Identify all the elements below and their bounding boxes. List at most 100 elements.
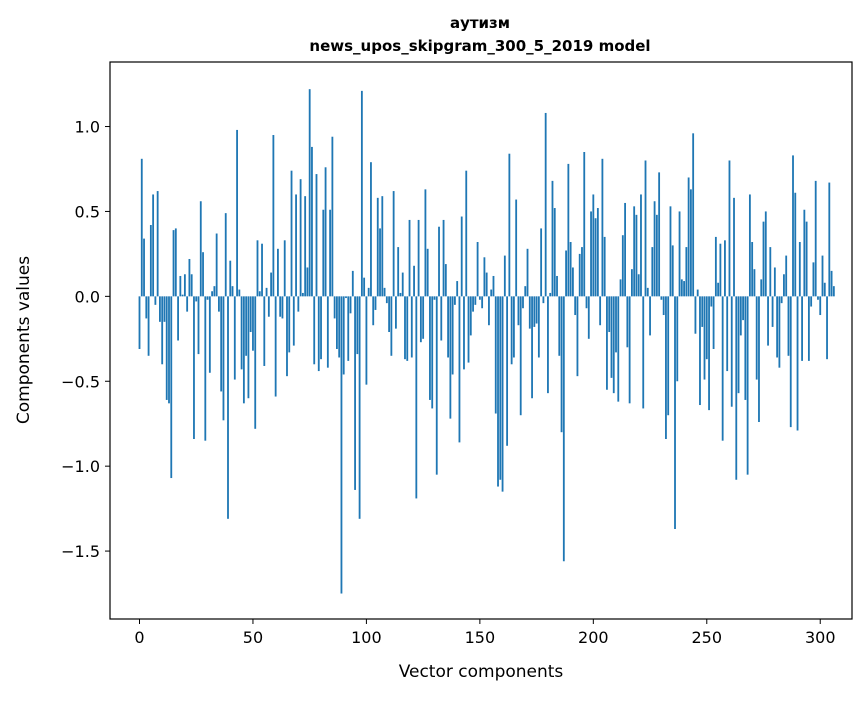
bar-187: [562, 296, 565, 562]
bar-299: [817, 296, 819, 300]
bar-220: [637, 274, 640, 297]
bar-166: [515, 199, 518, 297]
bar-290: [796, 296, 799, 431]
bar-29: [204, 296, 207, 441]
bar-105: [376, 197, 379, 297]
bar-215: [626, 296, 629, 348]
bar-194: [578, 253, 581, 297]
bar-284: [783, 274, 785, 297]
bar-153: [485, 272, 488, 297]
bar-156: [492, 275, 495, 297]
bar-199: [590, 211, 592, 297]
bar-169: [522, 296, 524, 309]
bar-151: [481, 296, 484, 309]
bar-127: [426, 248, 429, 297]
bar-303: [826, 296, 828, 360]
bar-27: [199, 201, 202, 297]
bar-104: [374, 296, 377, 310]
bar-20: [183, 274, 186, 297]
bar-15: [172, 230, 175, 297]
bar-19: [181, 294, 184, 297]
bar-173: [531, 296, 533, 399]
bar-53: [258, 291, 261, 297]
bar-129: [431, 296, 434, 409]
bar-244: [692, 133, 695, 297]
bar-47: [245, 296, 248, 356]
bar-10: [161, 296, 164, 365]
x-axis-label: Vector components: [399, 662, 564, 682]
bar-248: [701, 296, 704, 327]
bar-245: [694, 296, 697, 334]
y-tick-label: 1.0: [75, 118, 100, 137]
bar-89: [340, 296, 343, 594]
bar-292: [801, 296, 803, 361]
bar-189: [567, 163, 570, 297]
bar-94: [351, 270, 354, 297]
bar-228: [655, 214, 658, 297]
bar-226: [651, 247, 654, 297]
bar-51: [254, 296, 257, 429]
bar-66: [288, 296, 291, 353]
bar-6: [152, 194, 155, 297]
y-tick-label: −1.5: [61, 542, 100, 561]
bar-306: [832, 286, 835, 297]
bar-295: [807, 296, 810, 361]
bar-41: [231, 286, 234, 297]
bar-35: [218, 296, 220, 312]
bar-213: [621, 235, 624, 297]
bar-22: [188, 258, 191, 297]
bar-210: [615, 296, 617, 353]
bar-170: [524, 286, 527, 297]
bar-209: [612, 296, 615, 394]
bar-38: [224, 213, 227, 297]
bar-80: [320, 296, 322, 360]
x-tick-label: 200: [578, 628, 609, 647]
bar-63: [281, 296, 284, 319]
bar-55: [263, 296, 266, 366]
bar-208: [610, 296, 613, 378]
bar-264: [737, 296, 740, 394]
bar-190: [569, 242, 572, 297]
bar-40: [229, 260, 232, 297]
bar-109: [385, 296, 388, 304]
bar-238: [678, 211, 681, 297]
y-tick-label: −1.0: [61, 457, 100, 476]
bar-281: [776, 296, 779, 358]
bar-92: [347, 296, 350, 361]
bar-0: [138, 296, 141, 349]
bar-160: [501, 296, 504, 492]
bar-291: [798, 242, 801, 297]
y-tick-label: 0.0: [75, 287, 100, 306]
bar-57: [267, 296, 270, 317]
bar-78: [315, 174, 318, 297]
bar-146: [469, 296, 472, 336]
y-tick-label: 0.5: [75, 202, 100, 221]
bar-49: [249, 296, 252, 333]
bar-64: [283, 240, 286, 297]
bar-279: [771, 296, 774, 327]
bar-134: [442, 219, 445, 297]
bar-159: [499, 296, 502, 480]
bar-250: [705, 296, 708, 360]
bar-171: [526, 248, 529, 297]
bar-85: [331, 136, 334, 297]
bar-229: [658, 172, 661, 297]
bar-61: [277, 248, 279, 297]
bar-175: [535, 296, 538, 324]
bar-263: [735, 296, 738, 480]
bar-242: [687, 177, 690, 297]
bar-192: [574, 296, 577, 316]
bar-25: [195, 296, 198, 302]
bar-200: [592, 194, 595, 297]
bar-116: [401, 272, 404, 297]
bar-48: [247, 296, 250, 399]
bar-202: [596, 208, 599, 297]
bar-113: [395, 296, 397, 329]
bar-282: [778, 296, 781, 368]
bar-225: [649, 296, 651, 336]
bar-68: [292, 296, 295, 346]
bar-267: [744, 296, 747, 400]
bar-4: [147, 296, 150, 356]
bar-132: [438, 226, 440, 297]
bar-293: [803, 209, 806, 297]
